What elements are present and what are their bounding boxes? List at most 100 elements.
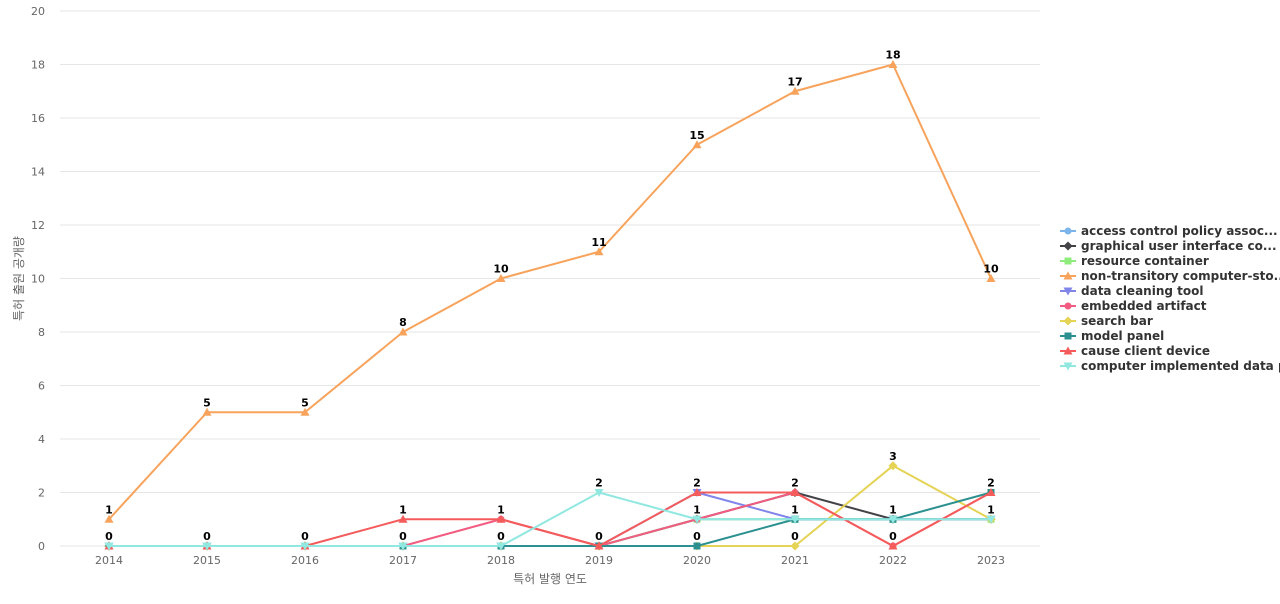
data-point: [692, 515, 702, 524]
data-point: [888, 60, 898, 68]
x-tick-label: 2018: [487, 554, 515, 567]
legend-marker: [1064, 332, 1072, 340]
y-tick-label: 10: [31, 273, 45, 286]
data-point: [594, 489, 604, 497]
x-tick-label: 2016: [291, 554, 319, 567]
legend-item[interactable]: search bar: [1060, 314, 1153, 328]
data-point: [888, 541, 898, 550]
y-tick-label: 6: [38, 380, 45, 393]
data-label: 8: [399, 316, 407, 329]
x-tick-label: 2014: [95, 554, 123, 567]
data-point: [104, 542, 114, 551]
data-point: [398, 327, 408, 336]
y-tick-label: 18: [31, 59, 45, 72]
legend-label: non-transitory computer-sto...: [1081, 269, 1280, 283]
data-label: 10: [983, 263, 999, 276]
data-label: 15: [689, 129, 704, 142]
legend-marker: [1063, 316, 1073, 326]
data-label: 17: [787, 75, 802, 88]
data-label: 11: [591, 236, 606, 249]
data-point: [496, 274, 506, 282]
legend: access control policy assoc...graphical …: [1060, 224, 1280, 373]
series-9: [104, 489, 996, 551]
x-tick-label: 2022: [879, 554, 907, 567]
data-label: 2: [987, 477, 995, 490]
axis-layer: 특허 발행 연도 특허 출원 공개량 024681012141618202014…: [12, 5, 1005, 586]
data-point: [496, 542, 506, 551]
legend-item[interactable]: non-transitory computer-sto...: [1060, 269, 1280, 283]
data-label: 1: [889, 503, 897, 516]
legend-label: search bar: [1081, 314, 1153, 328]
data-label: 0: [693, 530, 701, 543]
data-label: 1: [791, 503, 799, 516]
data-label: 1: [105, 503, 113, 516]
y-tick-label: 0: [38, 540, 45, 553]
legend-label: access control policy assoc...: [1081, 224, 1278, 238]
data-point: [104, 514, 114, 523]
data-label: 2: [595, 477, 603, 490]
y-tick-label: 4: [38, 433, 45, 446]
y-tick-label: 12: [31, 219, 45, 232]
y-tick-label: 14: [31, 166, 45, 179]
data-point: [888, 515, 898, 524]
legend-item[interactable]: graphical user interface co...: [1060, 239, 1277, 253]
data-label: 1: [987, 503, 995, 516]
data-label: 0: [399, 530, 407, 543]
legend-item[interactable]: data cleaning tool: [1060, 284, 1203, 298]
legend-item[interactable]: embedded artifact: [1060, 299, 1207, 313]
y-axis-title: 특허 출원 공개량: [12, 236, 26, 321]
legend-marker: [1064, 302, 1072, 310]
data-point: [790, 86, 800, 95]
data-label: 18: [885, 49, 900, 62]
data-point: [692, 140, 702, 149]
data-label: 1: [693, 503, 701, 516]
legend-marker: [1063, 362, 1073, 371]
legend-item[interactable]: access control policy assoc...: [1060, 224, 1278, 238]
y-tick-label: 20: [31, 5, 45, 18]
x-tick-label: 2020: [683, 554, 711, 567]
data-point: [594, 247, 604, 256]
data-label: 2: [693, 477, 701, 490]
data-point: [693, 542, 701, 550]
data-label: 0: [889, 530, 897, 543]
x-tick-label: 2021: [781, 554, 809, 567]
y-tick-label: 16: [31, 112, 45, 125]
legend-item[interactable]: computer implemented data p...: [1060, 359, 1280, 373]
data-label: 5: [203, 396, 211, 409]
data-point: [202, 407, 212, 416]
grid-layer: [60, 10, 1040, 547]
data-point: [398, 514, 408, 523]
legend-marker: [1063, 346, 1073, 355]
legend-item[interactable]: resource container: [1060, 254, 1209, 268]
data-label: 0: [595, 530, 603, 543]
data-point: [692, 488, 702, 496]
y-tick-label: 8: [38, 326, 45, 339]
legend-label: graphical user interface co...: [1081, 239, 1277, 253]
data-label: 0: [105, 530, 113, 543]
series-line: [108, 63, 992, 520]
data-point: [888, 461, 898, 471]
x-tick-label: 2017: [389, 554, 417, 567]
data-point: [202, 542, 212, 551]
data-point: [398, 542, 408, 551]
legend-marker: [1064, 257, 1072, 265]
series-line: [109, 491, 991, 547]
data-point: [790, 515, 800, 524]
data-label: 1: [497, 503, 505, 516]
data-point: [986, 274, 996, 282]
series-layer: [104, 60, 996, 551]
legend-marker: [1063, 271, 1073, 280]
data-label: 3: [889, 450, 897, 463]
x-axis-title: 특허 발행 연도: [513, 571, 587, 586]
legend-marker: [1063, 241, 1073, 251]
data-label: 2: [791, 477, 799, 490]
legend-item[interactable]: model panel: [1060, 329, 1164, 343]
legend-item[interactable]: cause client device: [1060, 344, 1210, 358]
data-point: [986, 488, 996, 496]
legend-label: cause client device: [1081, 344, 1210, 358]
x-tick-label: 2019: [585, 554, 613, 567]
legend-label: model panel: [1081, 329, 1164, 343]
